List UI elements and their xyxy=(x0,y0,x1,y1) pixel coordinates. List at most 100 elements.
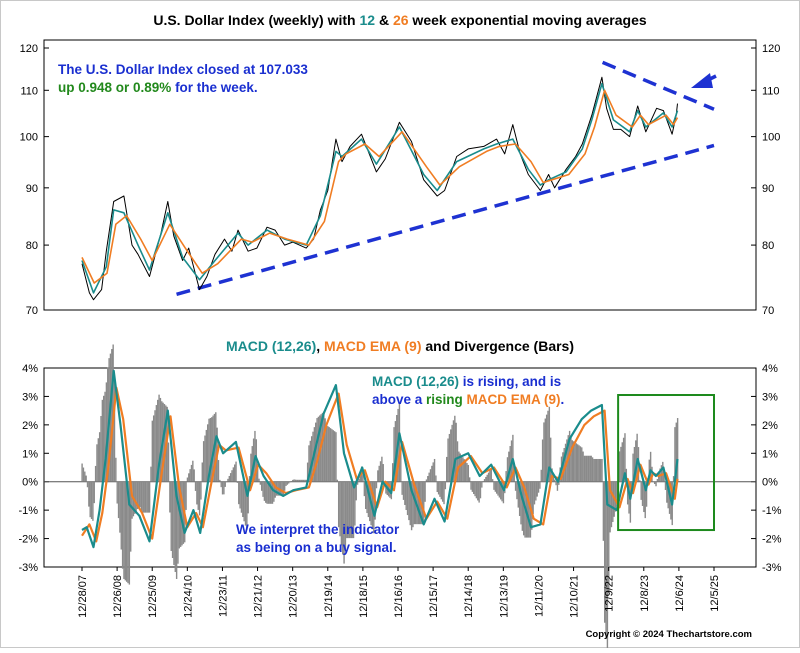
macd-divergence-bar xyxy=(265,481,267,503)
macd-divergence-bar xyxy=(143,481,145,513)
macd-divergence-bar xyxy=(154,410,156,482)
macd-divergence-bar xyxy=(429,469,432,482)
macd-divergence-bar xyxy=(391,463,394,482)
price-note-line2: up 0.948 or 0.89% for the week. xyxy=(58,80,258,95)
x-axis-tick-label: 12/21/12 xyxy=(253,575,265,618)
macd-divergence-bar xyxy=(150,466,152,482)
macd-note-line: We interpret the indicator xyxy=(236,522,400,537)
macd-divergence-bar xyxy=(574,442,576,482)
price-y-tick-label-right: 120 xyxy=(762,43,780,55)
price-y-tick-label-right: 90 xyxy=(762,183,774,195)
macd-divergence-bar xyxy=(521,481,524,531)
x-axis-tick-label: 12/26/08 xyxy=(112,575,124,618)
macd-divergence-bar xyxy=(152,415,155,482)
macd-divergence-bar xyxy=(552,474,555,482)
price-title-part: week exponential moving averages xyxy=(409,12,647,28)
x-axis-tick-label: 12/23/11 xyxy=(217,575,229,617)
macd-divergence-bar xyxy=(270,481,272,504)
macd-divergence-bar xyxy=(92,481,94,521)
macd-divergence-bar xyxy=(127,481,129,584)
macd-divergence-bar xyxy=(491,479,494,482)
macd-divergence-bar xyxy=(468,477,471,482)
macd-divergence-bar xyxy=(219,479,221,482)
macd-divergence-bar xyxy=(440,481,443,500)
macd-divergence-bar xyxy=(543,422,545,482)
macd-divergence-bar xyxy=(351,481,353,539)
macd-divergence-bar xyxy=(85,475,87,482)
macd-note-part: We interpret the indicator xyxy=(236,522,400,537)
macd-divergence-bar xyxy=(620,446,622,482)
macd-divergence-bar xyxy=(598,458,601,482)
macd-divergence-bar xyxy=(97,438,100,482)
macd-divergence-bar xyxy=(478,481,480,503)
macd-divergence-bar xyxy=(470,481,472,490)
price-y-tick-label-right: 80 xyxy=(762,240,774,252)
x-axis-tick-label: 12/14/18 xyxy=(463,575,475,618)
macd-divergence-bar xyxy=(138,481,140,507)
macd-divergence-bar xyxy=(123,481,125,579)
macd-divergence-bar xyxy=(516,481,518,500)
macd-divergence-bar xyxy=(235,461,237,482)
macd-divergence-bar xyxy=(309,440,312,482)
macd-divergence-bar xyxy=(196,481,198,505)
macd-divergence-bar xyxy=(455,422,457,482)
macd-divergence-bar xyxy=(528,481,530,538)
x-axis-tick-label: 12/20/13 xyxy=(288,575,300,618)
price-title-part: 12 xyxy=(360,12,376,28)
macd-divergence-bar xyxy=(545,414,548,482)
macd-divergence-bar xyxy=(494,481,497,492)
macd-divergence-bar xyxy=(200,481,202,500)
macd-divergence-bar xyxy=(89,481,91,518)
macd-divergence-bar xyxy=(667,481,669,509)
macd-divergence-bar xyxy=(522,481,525,536)
macd-divergence-bar xyxy=(198,481,201,516)
price-trendline xyxy=(601,60,715,111)
macd-divergence-bar xyxy=(131,481,133,519)
macd-divergence-bar xyxy=(493,481,495,490)
x-axis-tick-label: 12/9/22 xyxy=(604,575,616,612)
macd-divergence-bar xyxy=(292,479,294,482)
macd-y-tick-label-right: 0% xyxy=(762,477,778,489)
macd-divergence-bar xyxy=(139,481,141,508)
macd-divergence-bar xyxy=(359,472,361,482)
macd-divergence-bar xyxy=(597,458,599,482)
macd-divergence-bar xyxy=(441,481,444,502)
macd-divergence-bar xyxy=(194,481,197,491)
macd-divergence-bar xyxy=(675,422,677,482)
macd-divergence-bar xyxy=(171,481,174,558)
macd-divergence-bar xyxy=(266,481,268,504)
macd-title-part: , xyxy=(316,338,324,354)
macd-divergence-bar xyxy=(447,438,449,482)
macd-divergence-bar xyxy=(394,421,397,482)
macd-divergence-bar xyxy=(549,437,552,482)
price-y-tick-label-left: 90 xyxy=(26,183,38,195)
macd-divergence-bar xyxy=(614,481,617,512)
macd-divergence-bar xyxy=(167,442,170,482)
macd-divergence-bar xyxy=(531,481,533,530)
macd-y-tick-label-right: 3% xyxy=(762,391,778,403)
macd-divergence-bar xyxy=(355,481,357,501)
macd-divergence-bar xyxy=(306,462,309,482)
macd-divergence-bar xyxy=(121,481,124,569)
macd-note-part: as being on a buy signal. xyxy=(236,540,397,555)
macd-divergence-bar xyxy=(599,458,602,482)
macd-series xyxy=(81,369,679,549)
macd-divergence-bar xyxy=(366,481,368,514)
macd-divergence-bar xyxy=(589,455,591,482)
macd-divergence-bar xyxy=(608,481,610,594)
macd-divergence-bar xyxy=(432,462,434,482)
macd-divergence-bar xyxy=(135,481,137,512)
macd-divergence-bar xyxy=(473,481,475,495)
macd-divergence-bar xyxy=(377,470,379,482)
macd-divergence-bar xyxy=(240,481,243,513)
macd-divergence-bar xyxy=(514,481,517,491)
macd-divergence-bar xyxy=(259,481,262,485)
macd-divergence-bar xyxy=(381,456,383,482)
macd-divergence-bar xyxy=(81,463,83,482)
macd-divergence-bar xyxy=(344,481,347,551)
macd-divergence-bar xyxy=(94,465,97,482)
macd-divergence-bar xyxy=(367,481,370,518)
macd-divergence-bar xyxy=(618,451,621,482)
macd-divergence-bar xyxy=(244,481,247,526)
